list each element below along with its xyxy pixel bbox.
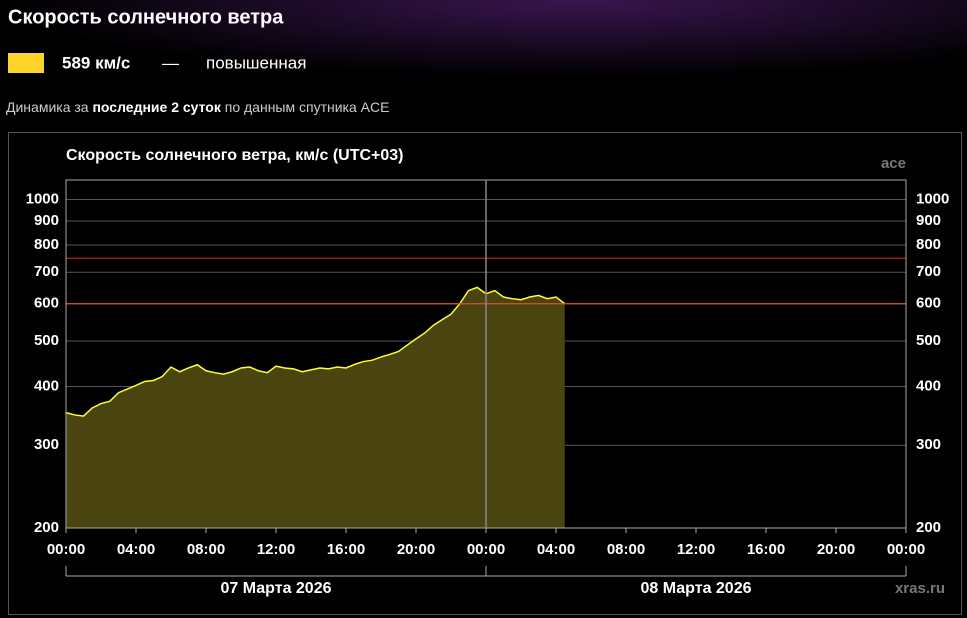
x-tick-label: 16:00 — [327, 541, 365, 558]
x-tick-label: 16:00 — [747, 541, 785, 558]
x-tick-label: 04:00 — [537, 541, 575, 558]
y-tick-label-right: 800 — [916, 236, 941, 253]
y-tick-label: 200 — [34, 519, 59, 536]
x-tick-label: 04:00 — [117, 541, 155, 558]
speed-line — [65, 286, 566, 417]
y-tick-label: 800 — [34, 236, 59, 253]
y-tick-label: 600 — [34, 295, 59, 312]
y-tick-label-right: 200 — [916, 519, 941, 536]
x-tick-label: 20:00 — [817, 541, 855, 558]
y-tick-label: 1000 — [26, 190, 59, 207]
y-tick-label-right: 300 — [916, 436, 941, 453]
y-tick-label-right: 900 — [916, 212, 941, 229]
credit-label: xras.ru — [895, 580, 945, 597]
x-tick-label: 00:00 — [887, 541, 925, 558]
y-tick-label-right: 500 — [916, 332, 941, 349]
x-tick-label: 08:00 — [187, 541, 225, 558]
y-tick-label-right: 400 — [916, 377, 941, 394]
x-tick-label: 12:00 — [677, 541, 715, 558]
y-tick-label-right: 600 — [916, 295, 941, 312]
y-tick-label: 500 — [34, 332, 59, 349]
x-tick-label: 00:00 — [47, 541, 85, 558]
subtitle-start: Динамика за — [6, 99, 89, 115]
page-title: Скорость солнечного ветра — [8, 6, 284, 28]
background-glow — [0, 0, 967, 130]
area-fill — [66, 287, 565, 528]
y-tick-label-right: 700 — [916, 263, 941, 280]
current-speed: 589 км/с — [62, 53, 130, 72]
y-tick-label: 700 — [34, 263, 59, 280]
y-tick-label-right: 1000 — [916, 190, 949, 207]
x-tick-label: 12:00 — [257, 541, 295, 558]
x-tick-label: 00:00 — [467, 541, 505, 558]
subtitle-bold: последние 2 суток — [92, 99, 221, 115]
x-tick-label: 08:00 — [607, 541, 645, 558]
status: повышенная — [206, 53, 306, 72]
y-tick-label: 900 — [34, 212, 59, 229]
dash: — — [162, 53, 179, 72]
subtitle-end: по данным спутника ACE — [225, 99, 390, 115]
x-tick-label: 20:00 — [397, 541, 435, 558]
date-label: 07 Марта 2026 — [221, 580, 332, 597]
chart-title: Скорость солнечного ветра, км/с (UTC+03) — [66, 147, 404, 164]
y-tick-label: 400 — [34, 377, 59, 394]
date-label: 08 Марта 2026 — [641, 580, 752, 597]
status-swatch — [8, 53, 44, 73]
source-label: ace — [881, 155, 906, 172]
y-tick-label: 300 — [34, 436, 59, 453]
subtitle: Динамика за последние 2 суток по данным … — [6, 99, 389, 115]
